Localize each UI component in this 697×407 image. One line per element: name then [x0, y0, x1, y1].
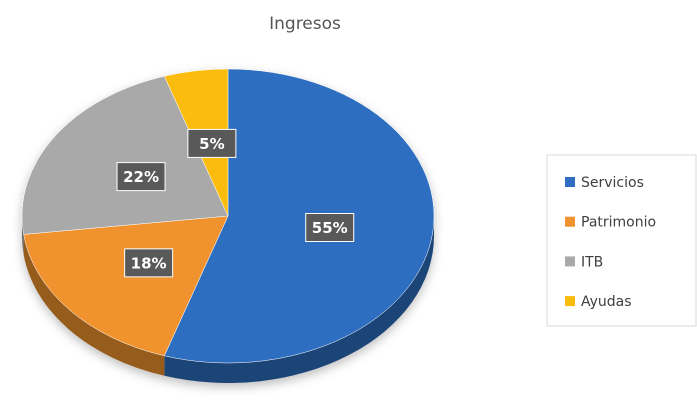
legend-swatch [565, 296, 575, 307]
pie [21, 68, 435, 383]
data-labels: 55% 18% 22% 5% [116, 128, 355, 278]
legend-label: Servicios [581, 175, 644, 191]
slice-side [164, 216, 434, 383]
chart-title: Ingresos [269, 14, 341, 34]
data-label-box [305, 212, 355, 242]
legend-swatch [565, 177, 575, 187]
slice [21, 75, 229, 235]
slice [23, 215, 229, 357]
legend-label: ITB [581, 254, 603, 270]
data-label: 55% [312, 219, 348, 237]
legend-swatch [565, 256, 575, 267]
data-label-box [116, 162, 166, 192]
legend: Servicios Patrimonio ITB Ayudas [565, 175, 656, 310]
data-label: 5% [199, 135, 224, 153]
slice-side [23, 234, 165, 376]
legend-label: Ayudas [581, 294, 632, 310]
legend-label: Patrimonio [581, 215, 656, 231]
legend-swatch [565, 216, 575, 227]
data-label: 22% [123, 168, 159, 186]
data-label-box [124, 248, 174, 278]
data-label-box [187, 128, 237, 158]
data-label: 18% [131, 254, 167, 272]
